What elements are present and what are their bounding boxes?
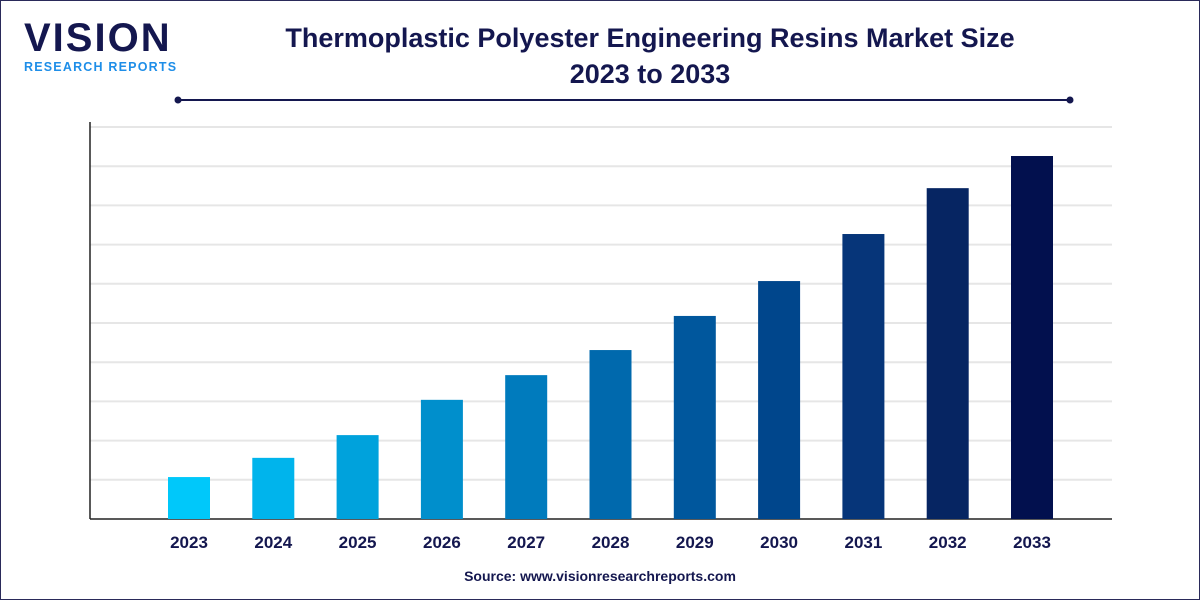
bar-2031	[842, 234, 885, 520]
logo-main-text: VISION	[24, 16, 172, 60]
bar-2032	[926, 188, 969, 520]
bar-2033	[1011, 156, 1053, 519]
x-tick-label: 2028	[592, 533, 630, 552]
bar-2025	[336, 435, 379, 519]
bar-2027	[505, 375, 548, 519]
bar-2029	[673, 315, 716, 519]
divider-dot-left	[174, 96, 182, 104]
x-tick-label: 2031	[844, 533, 882, 552]
source-text: Source: www.visionresearchreports.com	[464, 568, 736, 584]
chart-subtitle: 2023 to 2033	[569, 59, 731, 89]
x-tick-label: 2023	[170, 533, 208, 552]
divider-dot-right	[1066, 96, 1074, 104]
logo: VISION RESEARCH REPORTS	[24, 18, 184, 74]
bar-2023	[168, 477, 210, 519]
x-tick-label: 2024	[254, 533, 292, 552]
x-tick-label: 2027	[507, 533, 545, 552]
x-tick-label: 2029	[676, 533, 714, 552]
bar-2028	[589, 350, 632, 519]
x-tick-label: 2030	[760, 533, 798, 552]
x-tick-label: 2026	[423, 533, 461, 552]
chart-title: Thermoplastic Polyester Engineering Resi…	[200, 20, 1100, 92]
bar-2024	[252, 457, 295, 519]
chart-title-line: Thermoplastic Polyester Engineering Resi…	[285, 23, 1015, 53]
logo-sub-text: RESEARCH REPORTS	[24, 60, 178, 74]
x-tick-label: 2032	[929, 533, 967, 552]
bar-2030	[758, 281, 801, 519]
bar-2026	[420, 399, 463, 519]
x-tick-label: 2025	[339, 533, 377, 552]
x-tick-label: 2033	[1013, 533, 1051, 552]
